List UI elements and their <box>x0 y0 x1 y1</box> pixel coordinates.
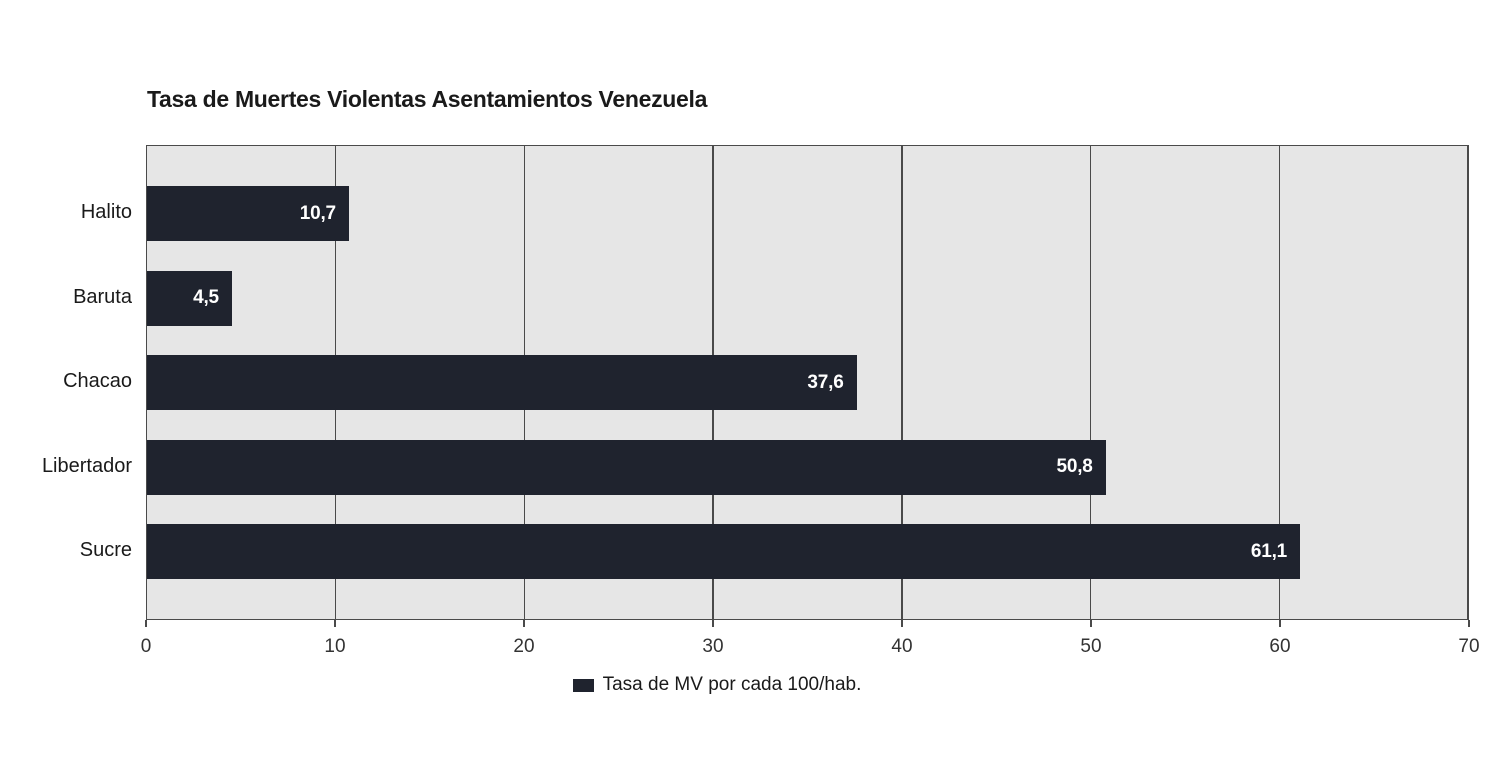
x-axis-tick-mark <box>1090 620 1092 627</box>
legend-label: Tasa de MV por cada 100/hab. <box>602 674 862 695</box>
gridline <box>1278 146 1281 619</box>
x-axis-tick-label: 70 <box>1458 636 1480 657</box>
x-axis-tick-label: 0 <box>140 636 152 657</box>
x-axis-tick-mark <box>901 620 903 627</box>
bar-baruta: 4,5 <box>147 270 232 326</box>
legend-swatch-icon <box>572 678 594 692</box>
category-label-libertador: Libertador <box>41 454 132 477</box>
x-axis-tick-label: 40 <box>891 636 913 657</box>
bar-value-label: 37,6 <box>807 371 844 393</box>
bar-value-label: 50,8 <box>1056 456 1093 477</box>
category-label-chacao: Chacao <box>63 370 132 392</box>
chart-title: Tasa de Muertes Violentas Asentamientos … <box>147 86 708 112</box>
x-axis-tick-mark <box>145 620 147 627</box>
x-axis-tick-label: 50 <box>1080 636 1102 657</box>
x-axis-tick-mark <box>523 620 525 627</box>
gridline <box>1089 146 1092 619</box>
bar-sucre: 61,1 <box>147 524 1301 579</box>
category-label-baruta: Baruta <box>73 285 132 308</box>
plot-area: 10,7 4,5 37,6 50,8 61,1 <box>146 145 1469 620</box>
bar-value-label: 4,5 <box>193 287 219 308</box>
bar-libertador: 50,8 <box>147 439 1106 495</box>
x-axis-tick-label: 30 <box>702 636 724 657</box>
x-axis-tick-label: 60 <box>1269 636 1291 657</box>
x-axis-tick-mark <box>1468 620 1470 627</box>
bar-halito: 10,7 <box>147 186 349 241</box>
x-axis-tick-mark <box>712 620 714 627</box>
bar-value-label: 61,1 <box>1250 540 1288 562</box>
category-label-halito: Halito <box>80 201 132 223</box>
category-label-sucre: Sucre <box>79 539 132 561</box>
x-axis-tick-label: 10 <box>324 636 346 657</box>
bar-value-label: 10,7 <box>299 202 336 224</box>
legend: Tasa de MV por cada 100/hab. <box>0 674 1434 696</box>
gridline <box>1467 146 1469 619</box>
gridline <box>901 146 903 619</box>
x-axis-tick-label: 20 <box>513 636 535 657</box>
x-axis-tick-mark <box>334 620 336 627</box>
x-axis-tick-mark <box>1279 620 1281 627</box>
bar-chacao: 37,6 <box>147 355 857 410</box>
